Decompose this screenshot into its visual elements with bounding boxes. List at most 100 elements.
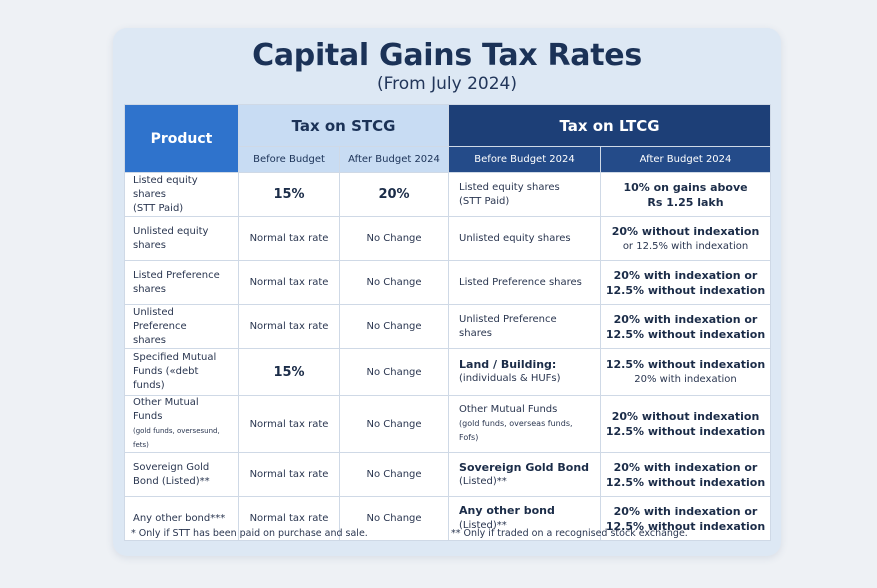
ltcg-after-line-2: 12.5% without indexation bbox=[605, 327, 766, 341]
table-row: Unlisted Preference shares Normal tax ra… bbox=[124, 304, 772, 349]
ltcg-after-cell: 20% with indexation or 12.5% without ind… bbox=[600, 452, 772, 497]
ltcg-product-cell: Any other bond (Listed)** bbox=[448, 496, 602, 541]
product-line-1: Specified Mutual bbox=[133, 352, 217, 363]
ltcg-product-cell: Listed equity shares (STT Paid) bbox=[448, 172, 602, 217]
ltcg-product-line-1: Other Mutual Funds bbox=[459, 404, 558, 415]
product-line-2: shares bbox=[133, 239, 166, 251]
product-line-1: Other Mutual Funds bbox=[133, 397, 199, 422]
product-line-2: shares bbox=[133, 334, 166, 346]
stcg-before-cell: Normal tax rate bbox=[238, 304, 340, 349]
header-stcg-after: After Budget 2024 bbox=[338, 146, 450, 173]
ltcg-after-line-1: 10% on gains above bbox=[623, 180, 748, 194]
header-product: Product bbox=[124, 104, 239, 173]
product-cell: Sovereign Gold Bond (Listed)** bbox=[124, 452, 239, 497]
tax-rates-table: Product Tax on STCG Tax on LTCG Before B… bbox=[124, 104, 772, 541]
product-cell: Listed Preference shares bbox=[124, 260, 239, 305]
ltcg-after-cell: 20% without indexation 12.5% without ind… bbox=[600, 395, 772, 453]
ltcg-product-cell: Sovereign Gold Bond (Listed)** bbox=[448, 452, 602, 497]
ltcg-after-cell: 10% on gains above Rs 1.25 lakh bbox=[600, 172, 772, 217]
stcg-before-cell: 15% bbox=[238, 172, 340, 217]
ltcg-after-cell: 20% without indexation or 12.5% with ind… bbox=[600, 216, 772, 261]
product-line-2: Funds («debt funds) bbox=[133, 366, 199, 391]
product-line-2: (gold funds, oversesund, fets) bbox=[133, 427, 220, 449]
table-row: Unlisted equity shares Normal tax rate N… bbox=[124, 216, 772, 261]
tax-rates-card: Capital Gains Tax Rates (From July 2024)… bbox=[113, 28, 781, 556]
product-line-1: Sovereign Gold bbox=[133, 461, 210, 473]
ltcg-product-line-1: Sovereign Gold Bond bbox=[459, 460, 590, 474]
product-cell: Specified Mutual Funds («debt funds) bbox=[124, 348, 239, 396]
ltcg-product-line-1: Any other bond bbox=[459, 504, 555, 517]
header-stcg: Tax on STCG bbox=[237, 104, 450, 147]
ltcg-after-line-1: 12.5% without indexation bbox=[605, 358, 766, 371]
stcg-after-cell: No Change bbox=[338, 216, 450, 261]
stcg-before-cell: Normal tax rate bbox=[238, 260, 340, 305]
table-row: Any other bond*** Normal tax rate No Cha… bbox=[124, 496, 772, 541]
table-row: Sovereign Gold Bond (Listed)** Normal ta… bbox=[124, 452, 772, 497]
table-row: Other Mutual Funds (gold funds, oversesu… bbox=[124, 395, 772, 453]
ltcg-product-cell: Unlisted equity shares bbox=[448, 216, 602, 261]
ltcg-product-line-1: Unlisted Preference shares bbox=[459, 313, 557, 339]
ltcg-after-line-1: 20% without indexation bbox=[611, 410, 760, 423]
ltcg-product-line-2: (individuals & HUFs) bbox=[459, 373, 561, 384]
ltcg-product-cell: Other Mutual Funds (gold funds, overseas… bbox=[448, 395, 602, 453]
stcg-before-cell: Normal tax rate bbox=[238, 395, 340, 453]
ltcg-after-line-2: or 12.5% with indexation bbox=[622, 240, 749, 252]
ltcg-after-cell: 20% with indexation or 12.5% without ind… bbox=[600, 260, 772, 305]
ltcg-after-line-2: 12.5% without indexation bbox=[605, 519, 766, 533]
ltcg-product-line-2: (gold funds, overseas funds, Fofs) bbox=[459, 419, 573, 442]
product-cell: Unlisted Preference shares bbox=[124, 304, 239, 349]
product-line-1: Unlisted equity bbox=[133, 225, 209, 237]
stcg-before-cell: 15% bbox=[238, 348, 340, 396]
footnote-exchange: ** Only if traded on a recognised stock … bbox=[451, 528, 688, 539]
page-title: Capital Gains Tax Rates bbox=[252, 38, 642, 73]
table-header-row: Product Tax on STCG Tax on LTCG bbox=[124, 104, 772, 173]
ltcg-product-cell: Unlisted Preference shares bbox=[448, 304, 602, 349]
stcg-after-cell: No Change bbox=[338, 395, 450, 453]
stcg-before-cell: Normal tax rate bbox=[238, 216, 340, 261]
ltcg-product-cell: Listed Preference shares bbox=[448, 260, 602, 305]
product-line-1: Listed equity shares bbox=[133, 174, 198, 200]
table-row: Specified Mutual Funds («debt funds) 15%… bbox=[124, 348, 772, 396]
ltcg-after-line-1: 20% with indexation or bbox=[613, 312, 758, 326]
ltcg-after-line-1: 20% with indexation or bbox=[613, 268, 758, 282]
table-subheader-row: Before Budget After Budget 2024 Before B… bbox=[125, 146, 772, 173]
product-cell: Listed equity shares (STT Paid) bbox=[124, 172, 239, 217]
header-ltcg-after: After Budget 2024 bbox=[600, 146, 772, 173]
ltcg-after-cell: 20% with indexation or 12.5% without ind… bbox=[600, 496, 772, 541]
stcg-before-cell: Normal tax rate bbox=[238, 452, 340, 497]
stcg-after-cell: No Change bbox=[338, 260, 450, 305]
ltcg-after-line-2: Rs 1.25 lakh bbox=[647, 195, 724, 209]
ltcg-product-line-1: Listed Preference shares bbox=[459, 276, 582, 288]
ltcg-product-line-1: Listed equity shares bbox=[459, 181, 560, 193]
ltcg-product-line-2: (Listed)** bbox=[459, 475, 507, 487]
product-cell: Unlisted equity shares bbox=[124, 216, 239, 261]
product-line-1: Listed Preference bbox=[133, 269, 220, 281]
ltcg-after-line-1: 20% with indexation or bbox=[613, 504, 758, 518]
ltcg-after-line-2: 12.5% without indexation bbox=[605, 425, 766, 438]
ltcg-after-line-2: 20% with indexation bbox=[634, 374, 737, 385]
header-ltcg-before: Before Budget 2024 bbox=[448, 146, 602, 173]
table-row: Listed Preference shares Normal tax rate… bbox=[124, 260, 772, 305]
product-line-2: (STT Paid) bbox=[133, 202, 184, 214]
ltcg-product-line-2: (STT Paid) bbox=[459, 195, 510, 207]
product-line-1: Unlisted Preference bbox=[133, 306, 187, 332]
table-row: Listed equity shares (STT Paid) 15% 20% … bbox=[124, 172, 772, 217]
stcg-before-cell: Normal tax rate bbox=[238, 496, 340, 541]
ltcg-after-cell: 20% with indexation or 12.5% without ind… bbox=[600, 304, 772, 349]
product-line-2: Bond (Listed)** bbox=[133, 475, 210, 487]
ltcg-after-cell: 12.5% without indexation 20% with indexa… bbox=[600, 348, 772, 396]
stcg-after-cell: No Change bbox=[338, 304, 450, 349]
page-subtitle: (From July 2024) bbox=[376, 74, 518, 94]
ltcg-product-line-1: Unlisted equity shares bbox=[459, 232, 571, 244]
header-ltcg: Tax on LTCG bbox=[448, 104, 772, 147]
stcg-after-cell: No Change bbox=[338, 496, 450, 541]
ltcg-after-line-1: 20% with indexation or bbox=[613, 460, 758, 474]
ltcg-after-line-1: 20% without indexation bbox=[611, 224, 760, 238]
ltcg-after-line-2: 12.5% without indexation bbox=[605, 475, 766, 489]
ltcg-product-line-1: Land / Building: bbox=[459, 358, 557, 371]
product-line-2: shares bbox=[133, 283, 166, 295]
footnote-stt: * Only if STT has been paid on purchase … bbox=[131, 528, 368, 539]
product-cell: Other Mutual Funds (gold funds, oversesu… bbox=[124, 395, 239, 453]
header-stcg-before: Before Budget bbox=[238, 146, 340, 173]
stcg-after-cell: 20% bbox=[338, 172, 450, 217]
